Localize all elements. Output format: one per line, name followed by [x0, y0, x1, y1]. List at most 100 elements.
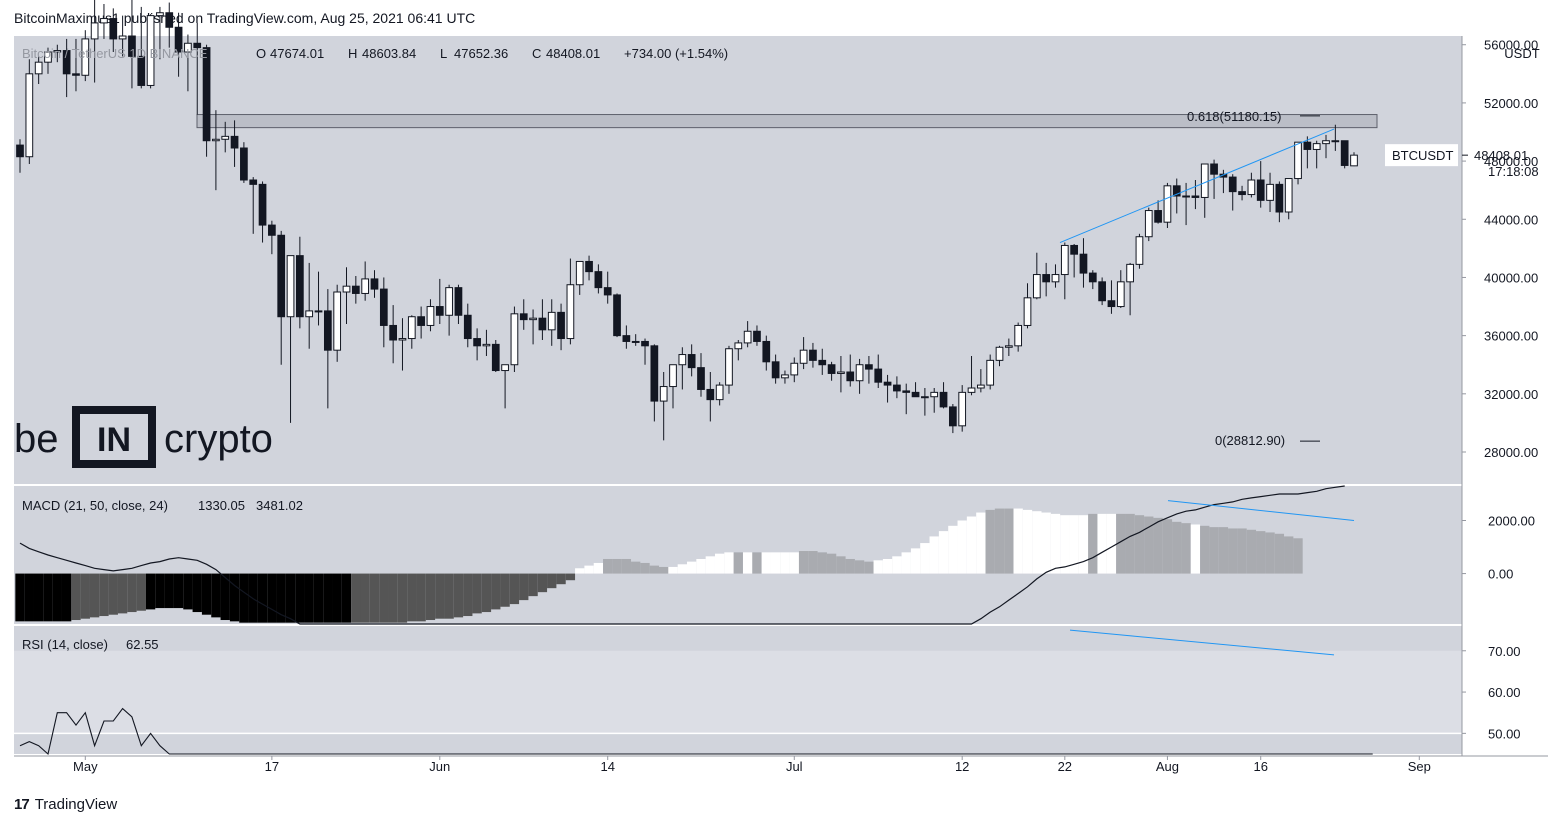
candle-body-up — [1060, 244, 1069, 276]
candle-body-up — [184, 42, 192, 53]
macd-histogram-bar — [1218, 527, 1229, 574]
candle — [193, 22, 202, 115]
candle — [258, 181, 267, 243]
candle — [949, 404, 957, 434]
macd-histogram-bar — [472, 573, 482, 614]
candle-body-down — [1340, 140, 1349, 166]
candle — [286, 255, 295, 423]
macd-histogram-bar — [687, 561, 697, 574]
candle — [771, 354, 780, 384]
candle — [1107, 280, 1116, 314]
candle-body-up — [976, 384, 985, 389]
candle — [72, 38, 80, 92]
macd-histogram-bar — [463, 573, 473, 617]
candle — [1014, 322, 1023, 352]
y-tick-label: 52000.00 — [1484, 96, 1538, 111]
candle-body-down — [72, 73, 80, 76]
macd-histogram-bar — [836, 556, 846, 574]
candle-body-up — [1163, 185, 1172, 223]
macd-histogram-bar — [920, 543, 930, 574]
candle — [146, 14, 155, 89]
candle-body-down — [435, 306, 444, 316]
legend-symbol: Bitcoin / TetherUS 1D BINANCE — [22, 46, 208, 61]
candle-body-up — [986, 359, 995, 386]
candle-body-down — [809, 349, 817, 361]
candle — [1172, 178, 1181, 214]
candle-body-down — [706, 388, 715, 401]
candle-body-up — [930, 391, 939, 398]
macd-histogram-bar — [481, 573, 492, 613]
legend-close: 48408.01 — [546, 46, 600, 61]
macd-trendline — [1167, 500, 1355, 521]
legend-open-label: O — [256, 46, 266, 61]
candle-body-down — [240, 147, 248, 181]
macd-histogram-bar — [798, 551, 809, 574]
macd-histogram-bar — [826, 553, 837, 574]
candle — [762, 335, 771, 371]
candle — [1312, 140, 1321, 169]
candle — [1238, 185, 1246, 201]
macd-histogram-bar — [435, 573, 445, 619]
candle-body-up — [100, 18, 108, 24]
candle-body-up — [725, 348, 733, 386]
macd-histogram-bar — [873, 560, 883, 574]
candle — [799, 337, 808, 370]
macd-histogram-bar — [733, 552, 743, 574]
candle-body-down — [165, 12, 174, 28]
tradingview-footer[interactable]: 17 TradingView — [14, 796, 117, 813]
candle — [706, 372, 715, 422]
macd-hist-value: 1330.05 — [198, 498, 245, 513]
countdown-label: 17:18:08 — [1488, 164, 1539, 179]
candle — [268, 220, 276, 255]
candle-body-up — [734, 342, 743, 350]
candle-body-up — [286, 255, 295, 318]
macd-histogram-bar — [388, 573, 398, 623]
macd-histogram-bar — [155, 573, 165, 609]
candle — [25, 59, 34, 164]
candle-body-up — [1032, 274, 1041, 299]
y-tick-label: 36000.00 — [1484, 329, 1538, 344]
price-unit-label: USDT — [1504, 46, 1539, 61]
candle — [230, 120, 239, 167]
candle-body-up — [1331, 140, 1340, 143]
candle — [1023, 283, 1032, 329]
candle-body-up — [1116, 281, 1125, 308]
rsi-y-tick-label: 60.00 — [1488, 685, 1521, 700]
macd-histogram-bar — [360, 573, 370, 623]
macd-histogram-bar — [145, 573, 156, 610]
candle-body-down — [379, 288, 388, 326]
candle — [34, 56, 43, 84]
candle — [650, 344, 659, 422]
macd-histogram-bar — [117, 573, 128, 614]
macd-histogram-bar — [938, 531, 949, 574]
candle-body-up — [1322, 140, 1330, 145]
candle — [613, 293, 621, 338]
macd-histogram-bar — [1134, 515, 1145, 574]
macd-histogram-bar — [929, 536, 939, 574]
candle — [976, 369, 985, 393]
candle — [715, 382, 724, 406]
macd-histogram-bar — [295, 573, 305, 623]
candle — [594, 264, 603, 294]
macd-histogram-bar — [976, 512, 986, 574]
candle — [16, 139, 24, 173]
macd-line — [19, 485, 1345, 625]
candle-body-down — [538, 317, 547, 331]
candle — [1088, 270, 1097, 290]
macd-histogram-bar — [714, 553, 725, 574]
macd-histogram-bar — [351, 573, 361, 623]
macd-histogram-bar — [89, 573, 100, 618]
macd-histogram-bar — [1041, 512, 1051, 574]
candle — [1275, 181, 1284, 223]
candle — [1042, 262, 1051, 297]
candle-body-down — [1238, 191, 1246, 196]
price-axis-bg — [1462, 36, 1548, 754]
macd-histogram-bar — [173, 573, 184, 609]
macd-histogram-bar — [668, 566, 678, 574]
macd-histogram-bar — [742, 552, 753, 574]
candle — [1032, 252, 1041, 300]
candle-body-down — [296, 255, 304, 318]
candle — [1228, 174, 1237, 211]
macd-histogram-bar — [696, 558, 706, 574]
